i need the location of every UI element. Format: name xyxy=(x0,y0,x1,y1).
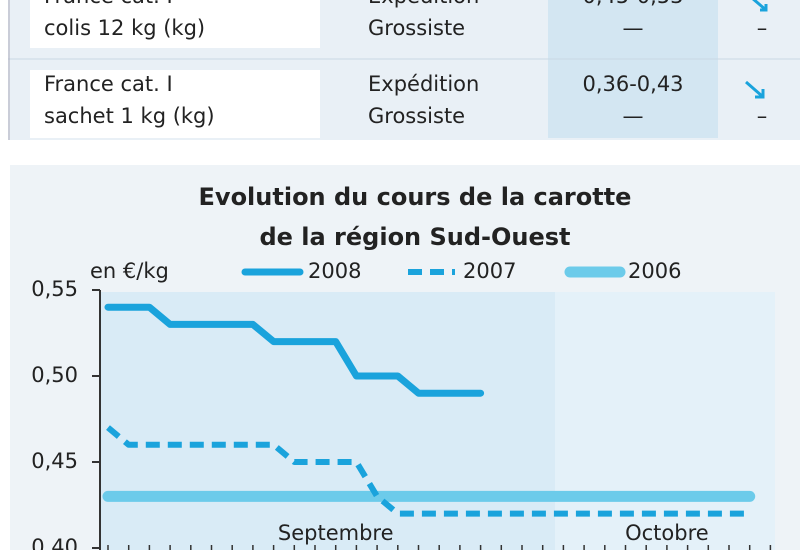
x-tick-label: Octobre xyxy=(625,521,709,545)
chart-title: de la région Sud-Ouest xyxy=(259,223,570,251)
price: 0,36-0,43 xyxy=(582,72,683,96)
plot-bg xyxy=(100,292,555,550)
series-line xyxy=(104,303,485,397)
legend-label: 2008 xyxy=(308,259,361,283)
cell xyxy=(30,70,320,138)
legend-label: 2006 xyxy=(628,259,681,283)
trend-arrow xyxy=(745,0,768,99)
price: 0,45-0,53 xyxy=(582,0,683,8)
product: France cat. I xyxy=(44,72,173,96)
market: Expédition xyxy=(368,72,479,96)
price: — xyxy=(623,16,644,40)
product: colis 12 kg (kg) xyxy=(44,16,205,40)
legend-label: 2007 xyxy=(463,259,516,283)
y-tick-label: 0,45 xyxy=(31,449,78,473)
trend: – xyxy=(757,16,768,40)
market: Grossiste xyxy=(368,16,465,40)
price-column xyxy=(548,0,718,138)
product: France cat. I xyxy=(44,0,173,8)
series-line xyxy=(106,425,750,517)
x-tick-label: Septembre xyxy=(278,521,394,545)
trend: – xyxy=(757,104,768,128)
y-axis-label: en €/kg xyxy=(90,259,169,283)
market: Expédition xyxy=(368,0,479,8)
y-tick-label: 0,40 xyxy=(31,535,78,550)
product: sachet 1 kg (kg) xyxy=(44,104,215,128)
chart-title: Evolution du cours de la carotte xyxy=(199,183,632,211)
table: France cat. I colis 12 kg (kg) Expédition G… xyxy=(44,0,767,128)
price: — xyxy=(623,104,644,128)
cell xyxy=(30,0,320,48)
plot-bg xyxy=(555,292,775,550)
y-tick-label: 0,55 xyxy=(31,277,78,301)
market: Grossiste xyxy=(368,104,465,128)
y-tick-label: 0,50 xyxy=(31,363,78,387)
